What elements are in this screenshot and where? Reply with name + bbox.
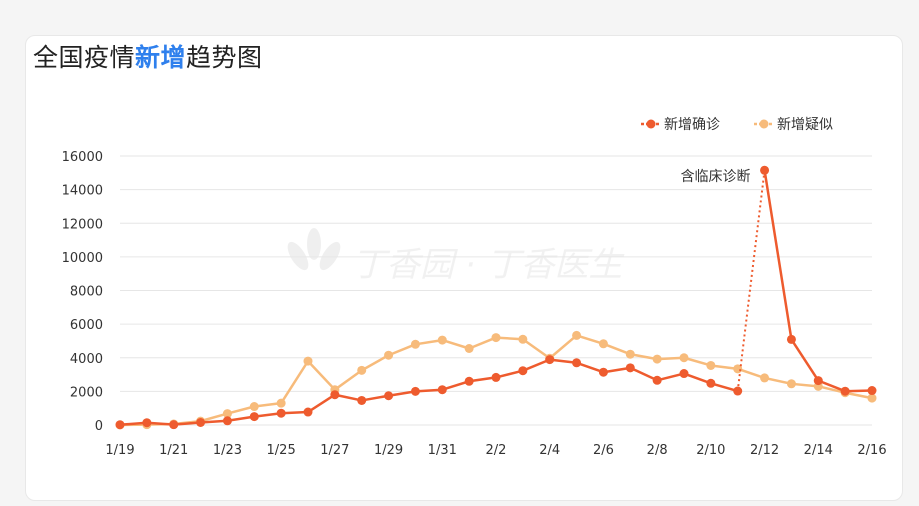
data-point-suspected xyxy=(518,334,528,344)
data-point-confirmed xyxy=(464,376,474,386)
data-point-confirmed xyxy=(840,386,850,396)
data-point-confirmed xyxy=(115,420,125,430)
data-point-confirmed xyxy=(491,372,501,382)
x-tick-label: 1/25 xyxy=(267,443,296,458)
data-point-suspected xyxy=(786,379,796,389)
x-tick-label: 2/16 xyxy=(857,443,886,458)
data-point-confirmed xyxy=(545,355,555,365)
data-point-confirmed xyxy=(652,375,662,385)
data-point-suspected xyxy=(222,409,232,419)
data-point-confirmed xyxy=(330,390,340,400)
data-point-suspected xyxy=(867,393,877,403)
x-tick-label: 2/10 xyxy=(696,443,725,458)
data-point-confirmed xyxy=(518,366,528,376)
x-tick-label: 1/27 xyxy=(320,443,349,458)
data-point-confirmed xyxy=(572,358,582,368)
data-point-confirmed xyxy=(249,412,259,422)
x-tick-label: 2/6 xyxy=(593,443,614,458)
data-point-confirmed xyxy=(598,367,608,377)
data-point-confirmed xyxy=(867,386,877,396)
data-point-confirmed xyxy=(196,417,206,427)
x-tick-label: 2/14 xyxy=(804,443,833,458)
series-line-confirmed xyxy=(119,358,739,426)
series-line-confirmed-dotted xyxy=(736,170,766,392)
data-point-suspected xyxy=(464,344,474,354)
y-tick-label: 10000 xyxy=(62,251,103,266)
data-point-suspected xyxy=(249,402,259,412)
data-point-confirmed xyxy=(679,369,689,379)
legend-label-confirmed: 新增确诊 xyxy=(664,117,720,133)
annotation-label: 含临床诊断 xyxy=(681,169,751,185)
data-point-suspected xyxy=(357,365,367,375)
data-point-suspected xyxy=(276,398,286,408)
data-point-confirmed xyxy=(733,386,743,396)
data-point-suspected xyxy=(625,349,635,359)
data-point-confirmed xyxy=(142,418,152,428)
data-point-suspected xyxy=(760,373,770,383)
legend-marker-suspected xyxy=(759,119,769,129)
data-point-confirmed xyxy=(303,407,313,417)
data-point-suspected xyxy=(679,353,689,363)
data-point-confirmed xyxy=(437,385,447,395)
watermark-leaf-icon xyxy=(287,228,341,271)
title-suffix: 趋势图 xyxy=(186,43,263,72)
data-point-confirmed xyxy=(276,408,286,418)
x-tick-label: 1/29 xyxy=(374,443,403,458)
data-point-suspected xyxy=(384,350,394,360)
data-point-suspected xyxy=(491,333,501,343)
y-tick-label: 14000 xyxy=(62,184,103,199)
data-point-suspected xyxy=(437,335,447,345)
x-tick-label: 1/31 xyxy=(428,443,457,458)
data-point-confirmed xyxy=(222,416,232,426)
y-tick-label: 4000 xyxy=(70,352,103,367)
y-tick-label: 0 xyxy=(95,419,103,434)
title-highlight: 新增 xyxy=(135,43,187,72)
data-point-confirmed xyxy=(786,334,796,344)
x-tick-label: 2/2 xyxy=(486,443,507,458)
data-point-suspected xyxy=(410,339,420,349)
data-point-confirmed xyxy=(706,378,716,388)
x-tick-label: 2/4 xyxy=(539,443,560,458)
x-tick-label: 1/21 xyxy=(159,443,188,458)
data-point-confirmed xyxy=(760,165,770,175)
chart-title: 全国疫情新增趋势图 xyxy=(33,38,263,74)
data-point-confirmed xyxy=(813,376,823,386)
y-tick-label: 12000 xyxy=(62,217,103,232)
data-point-suspected xyxy=(706,360,716,370)
data-point-confirmed xyxy=(384,391,394,401)
x-tick-label: 1/23 xyxy=(213,443,242,458)
y-tick-label: 2000 xyxy=(70,385,103,400)
data-point-suspected xyxy=(303,356,313,366)
y-tick-label: 8000 xyxy=(70,285,103,300)
data-point-suspected xyxy=(652,354,662,364)
watermark-text: 丁香园 · 丁香医生 xyxy=(352,245,625,285)
y-tick-label: 6000 xyxy=(70,318,103,333)
legend-label-suspected: 新增疑似 xyxy=(777,117,833,133)
legend-marker-confirmed xyxy=(646,119,656,129)
title-prefix: 全国疫情 xyxy=(33,43,136,72)
y-tick-label: 16000 xyxy=(62,150,103,165)
data-point-confirmed xyxy=(357,395,367,405)
data-point-suspected xyxy=(598,339,608,349)
data-point-confirmed xyxy=(625,363,635,373)
data-point-suspected xyxy=(572,330,582,340)
x-tick-label: 1/19 xyxy=(105,443,134,458)
x-tick-label: 2/8 xyxy=(647,443,668,458)
data-point-confirmed xyxy=(410,386,420,396)
x-tick-label: 2/12 xyxy=(750,443,779,458)
data-point-confirmed xyxy=(169,420,179,430)
